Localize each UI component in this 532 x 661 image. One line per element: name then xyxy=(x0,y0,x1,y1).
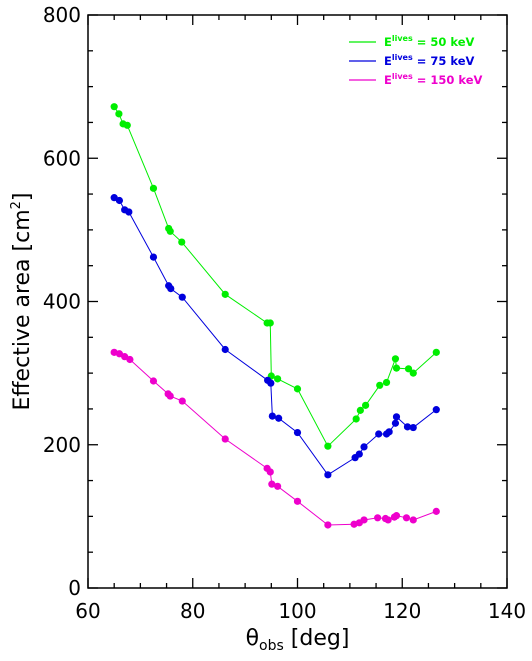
y-axis-title-main: Effective area [cm xyxy=(10,209,35,410)
x-tick-label: 120 xyxy=(383,599,421,623)
y-axis-title-superscript: 2 xyxy=(9,201,24,209)
data-point xyxy=(126,355,134,364)
x-axis-title-theta: θ xyxy=(246,626,259,651)
data-point xyxy=(384,516,392,524)
data-point xyxy=(178,293,186,301)
data-point xyxy=(409,423,417,432)
data-point xyxy=(360,443,368,451)
axis-ticks xyxy=(87,14,508,589)
legend: Elives = 50 keV Elives = 75 keV Elives = 1… xyxy=(349,34,483,87)
data-point xyxy=(293,497,302,505)
y-tick-label: 800 xyxy=(43,3,81,27)
x-tick-label: 140 xyxy=(488,599,526,623)
data-point xyxy=(149,184,158,192)
y-tick-label: 400 xyxy=(43,290,81,314)
y-tick-label: 200 xyxy=(43,433,81,457)
data-point xyxy=(374,514,382,522)
data-point xyxy=(221,345,229,354)
axis-tick-labels: 60 80 100 120 140 0 200 400 600 800 xyxy=(43,3,526,623)
data-point xyxy=(293,428,302,437)
x-tick-label: 100 xyxy=(278,599,316,623)
x-tick-label: 80 xyxy=(180,599,205,623)
legend-entry: Elives = 75 keV xyxy=(349,53,475,68)
data-point xyxy=(352,415,360,423)
series-1 xyxy=(110,103,440,450)
data-point xyxy=(356,406,364,414)
x-tick-label: 60 xyxy=(75,599,100,623)
x-axis-title-unit: [deg] xyxy=(284,626,350,651)
legend-entry: Elives = 50 keV xyxy=(349,34,475,49)
data-point xyxy=(115,110,123,118)
data-point xyxy=(178,397,186,405)
data-point xyxy=(267,379,275,387)
series-line xyxy=(113,106,437,448)
data-point xyxy=(432,348,440,356)
data-point xyxy=(149,377,158,385)
data-point xyxy=(275,414,283,422)
legend-label: Elives = 150 keV xyxy=(384,72,483,87)
data-point xyxy=(149,253,158,261)
data-point xyxy=(361,401,370,409)
y-tick-label: 600 xyxy=(43,146,81,170)
data-point xyxy=(166,227,174,235)
data-point xyxy=(360,516,368,524)
data-point xyxy=(392,413,401,421)
data-point xyxy=(391,355,400,363)
x-axis-title-subscript: obs xyxy=(259,638,284,654)
legend-label: Elives = 50 keV xyxy=(384,34,475,49)
data-point xyxy=(125,208,133,216)
y-axis-title-close: ] xyxy=(10,192,35,201)
data-point xyxy=(268,480,276,488)
data-point xyxy=(324,471,332,479)
data-point xyxy=(266,319,274,327)
data-point xyxy=(324,521,332,529)
y-axis-title: Effective area [cm2] xyxy=(9,192,35,410)
y-tick-label: 0 xyxy=(68,576,81,600)
data-point xyxy=(403,423,412,431)
data-point xyxy=(375,430,383,438)
legend-entry: Elives = 150 keV xyxy=(349,72,483,87)
data-point xyxy=(409,369,417,377)
data-point xyxy=(273,375,282,383)
data-point xyxy=(268,412,276,420)
data-point xyxy=(221,290,229,298)
data-point xyxy=(404,365,413,373)
data-point xyxy=(432,507,440,515)
data-point xyxy=(221,435,229,443)
series-layer xyxy=(110,103,440,529)
data-point xyxy=(391,419,400,427)
data-point xyxy=(266,468,274,476)
data-point xyxy=(123,121,131,129)
data-point xyxy=(385,428,393,436)
data-point xyxy=(402,514,411,522)
data-point xyxy=(293,385,302,393)
data-point xyxy=(355,450,363,458)
data-point xyxy=(432,406,440,414)
data-point xyxy=(110,103,118,111)
series-3 xyxy=(110,348,440,529)
data-point xyxy=(178,238,186,246)
data-point xyxy=(392,364,401,372)
data-point xyxy=(273,482,282,490)
data-point xyxy=(115,196,124,205)
series-2 xyxy=(110,194,440,479)
data-point xyxy=(324,442,332,450)
x-axis-title: θobs [deg] xyxy=(246,626,350,654)
legend-label: Elives = 75 keV xyxy=(384,53,475,68)
data-point xyxy=(166,392,174,400)
data-point xyxy=(409,516,417,524)
data-point xyxy=(167,285,175,293)
data-point xyxy=(382,378,391,387)
data-point xyxy=(392,512,401,520)
data-point xyxy=(376,381,384,389)
